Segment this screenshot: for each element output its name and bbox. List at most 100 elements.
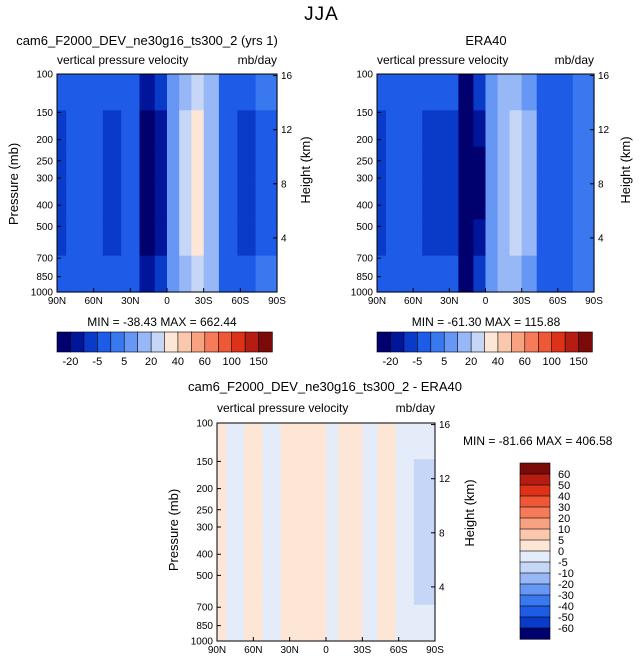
colorbar-label: 10 [558,524,570,536]
contour-cell [404,146,423,184]
contour-cell [572,255,595,293]
y-tick-label: 150 [36,108,53,119]
stats-text: MIN = -81.66 MAX = 406.58 [463,434,613,448]
contour-cell [298,568,315,606]
y-tick-label: 300 [196,523,213,534]
colorbar-label: 5 [121,356,127,368]
y-tick-label: 700 [356,254,373,265]
contour-cell [244,604,264,642]
colorbar-swatch [218,331,233,353]
x-tick-label: 90N [368,296,386,307]
chart-subtitle-left: vertical pressure velocity [217,401,348,415]
contour-cell [404,255,423,293]
x-tick-label: 60N [84,296,102,307]
contour-cell [57,146,67,184]
contour-cell [102,183,122,220]
contour-cell [298,532,315,569]
colorbar-label: 60 [519,356,531,368]
chart-title: cam6_F2000_DEV_ne30g16_ts300_2 (yrs 1) [16,33,278,48]
contour-cell [237,255,257,293]
contour-cell [404,74,423,111]
colorbar-label: -40 [558,601,574,613]
contour-cell [262,568,282,606]
colorbar-swatch [519,506,551,519]
contour-cell [395,495,415,533]
contour-cell [121,110,141,148]
contour-cell [413,495,436,533]
contour-cell [509,183,523,220]
colorbar-swatch [519,495,551,508]
contour-cell [203,110,220,148]
contour-cell [509,110,523,148]
page-title: JJA [304,4,339,25]
colorbar-label: 20 [145,356,157,368]
colorbar: -20 -5 5 20 40 60 100 150 [56,331,273,368]
contour-cell [244,423,264,460]
contour-cell [154,219,168,257]
contour-cell [377,495,397,533]
y-tick-label-right: 8 [598,179,604,190]
contour-cell [218,255,238,293]
colorbar-label: -5 [412,356,422,368]
y-tick-label: 200 [36,135,53,146]
contour-cell [326,495,339,533]
contour-cell [57,255,67,293]
colorbar-swatch [519,528,551,541]
contour-cell [536,74,556,111]
contour-cell [179,110,192,148]
y-tick-label: 850 [196,621,213,632]
contour-cell [179,74,192,111]
contour-cell [167,74,180,111]
contour-cell [102,110,122,148]
contour-cell [66,255,86,293]
contour-cell [154,146,168,184]
colorbar-swatch [564,331,580,353]
contour-cell [377,532,397,569]
contour-cell [191,183,205,220]
contour-cell [179,146,192,184]
colorbar: -20 -5 5 20 40 60 100 150 [376,331,593,368]
colorbar-swatch [110,331,125,353]
colorbar-swatch [443,331,459,353]
contour-cell [298,459,315,497]
contour-cell [395,423,415,460]
contour-cell [255,255,278,293]
contour-cell [244,459,264,497]
colorbar-label: 20 [558,513,570,525]
contour-cell [139,255,156,293]
colorbar-label: -30 [558,590,574,602]
y-axis-label-right: Height (km) [618,136,633,203]
stats-text: MIN = -38.43 MAX = 662.44 [87,315,237,329]
contour-cell [255,110,278,148]
contour-cell [521,255,538,293]
colorbar-swatch [204,331,219,353]
contour-cell [521,110,538,148]
contour-cell [473,183,487,220]
y-tick-label: 700 [196,603,213,614]
contour-cell [237,110,257,148]
contour-cell [255,146,278,184]
colorbar-swatch [578,331,593,353]
contour-cell [57,74,67,111]
colorbar-swatch [390,331,405,353]
contour-cell [485,110,499,148]
contour-cell [84,110,104,148]
colorbar-swatch [519,605,551,618]
y-tick-label: 250 [196,505,213,516]
y-tick-label-right: 4 [598,233,604,244]
contour-cell [179,255,192,293]
colorbar-swatch [497,331,512,353]
contour-cell [57,219,67,257]
contour-cell [167,255,180,293]
y-tick-label: 500 [196,571,213,582]
contour-cell [509,146,523,184]
colorbar-label: 40 [172,356,184,368]
colorbar-swatch [244,331,260,353]
contour-cell [497,183,511,220]
contour-cell [338,423,351,460]
colorbar-swatch [519,561,551,574]
contour-cell [377,255,387,293]
contour-cell [497,219,511,257]
colorbar-swatch [519,627,551,640]
contour-cell [84,255,104,293]
